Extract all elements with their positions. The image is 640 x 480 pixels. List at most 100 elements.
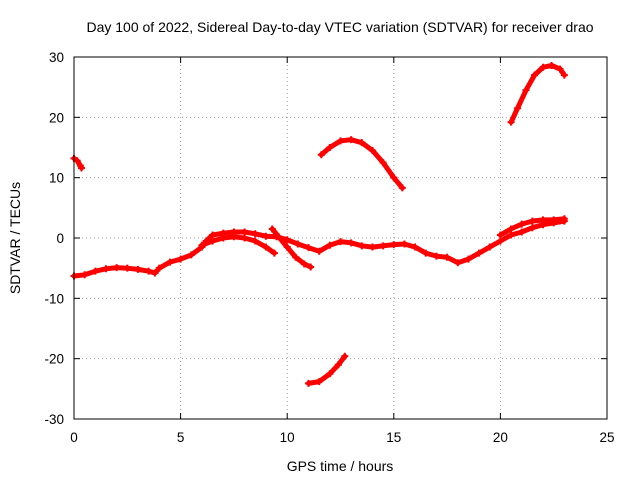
data-point (390, 174, 398, 182)
data-point (334, 361, 342, 369)
data-point (270, 249, 278, 257)
data-point (454, 259, 462, 267)
data-point (507, 231, 515, 239)
data-point (283, 243, 291, 251)
data-point (368, 147, 376, 155)
series-segment-e-arc (317, 136, 406, 192)
data-point (300, 260, 308, 268)
data-point (241, 234, 249, 242)
data-point (528, 217, 536, 225)
data-point (262, 232, 270, 240)
data-point (443, 253, 451, 261)
data-point (209, 237, 217, 245)
data-point (251, 237, 259, 245)
data-point (294, 240, 302, 248)
data-point (358, 242, 366, 250)
data-point (113, 264, 121, 272)
data-point (317, 151, 325, 159)
data-point (475, 249, 483, 257)
data-point (145, 267, 153, 275)
y-tick-label: 0 (56, 231, 64, 246)
data-point (390, 241, 398, 249)
series-segment-b-main (70, 217, 568, 280)
x-tick-label: 10 (280, 430, 295, 445)
data-point (134, 265, 142, 273)
data-point (507, 118, 515, 126)
y-tick-label: 20 (49, 110, 64, 125)
data-point (102, 265, 110, 273)
data-point (518, 228, 526, 236)
data-point (531, 71, 539, 79)
data-point (292, 253, 300, 261)
data-point (166, 258, 174, 266)
data-point (337, 137, 344, 145)
data-point (230, 233, 238, 241)
x-tick-label: 15 (386, 430, 401, 445)
data-series-layer (70, 61, 568, 387)
x-tick-label: 5 (177, 430, 185, 445)
data-point (283, 236, 291, 244)
y-tick-label: -10 (44, 291, 64, 306)
series-line (306, 353, 348, 386)
data-point (209, 231, 217, 239)
data-point (198, 241, 206, 249)
data-point (341, 352, 349, 360)
chart-title: Day 100 of 2022, Sidereal Day-to-day VTE… (86, 19, 593, 35)
data-point (539, 216, 547, 224)
x-tick-label: 25 (599, 430, 614, 445)
data-point (251, 230, 259, 238)
data-point (337, 238, 344, 246)
series-segment-c-branch (268, 225, 315, 271)
data-point (326, 144, 334, 151)
series-segment-g-high (507, 61, 568, 126)
data-point (305, 379, 313, 387)
data-point (464, 255, 472, 263)
series-line (318, 137, 405, 191)
data-point (326, 241, 334, 249)
data-point (315, 247, 323, 255)
data-point (151, 269, 159, 277)
y-tick-label: -30 (44, 412, 64, 427)
data-point (400, 240, 408, 248)
data-point (550, 216, 558, 224)
data-point (177, 255, 185, 263)
data-point (187, 251, 195, 259)
data-point (518, 220, 526, 228)
data-point (556, 65, 564, 73)
data-point (432, 252, 440, 260)
data-point (275, 233, 283, 241)
data-point (155, 264, 163, 272)
series-segment-a (70, 154, 85, 172)
data-point (560, 215, 568, 223)
data-point (268, 225, 276, 233)
data-point (81, 271, 89, 279)
y-tick-label: -20 (44, 352, 64, 367)
axis-ticks: 0 5 10 15 20 25 -30 -20 -10 0 10 20 30 (44, 50, 614, 445)
data-point (548, 61, 556, 69)
data-point (422, 249, 430, 257)
data-point (411, 243, 419, 251)
data-point (219, 234, 227, 242)
data-point (73, 157, 81, 165)
data-point (522, 86, 530, 94)
data-point (307, 263, 315, 271)
data-point (528, 224, 536, 232)
data-point (539, 63, 547, 71)
data-point (379, 159, 387, 167)
y-tick-label: 10 (49, 171, 64, 186)
data-point (398, 184, 406, 192)
data-point (347, 136, 355, 144)
data-point (326, 370, 334, 378)
data-point (496, 231, 504, 239)
data-point (305, 244, 313, 252)
data-point (315, 378, 323, 386)
data-point (358, 139, 366, 147)
y-axis-label: SDTVAR / TECUs (7, 182, 23, 294)
data-point (368, 243, 376, 251)
data-point (507, 225, 515, 233)
data-point (513, 104, 521, 112)
x-tick-label: 20 (493, 430, 508, 445)
data-point (347, 239, 355, 247)
data-point (379, 242, 387, 250)
